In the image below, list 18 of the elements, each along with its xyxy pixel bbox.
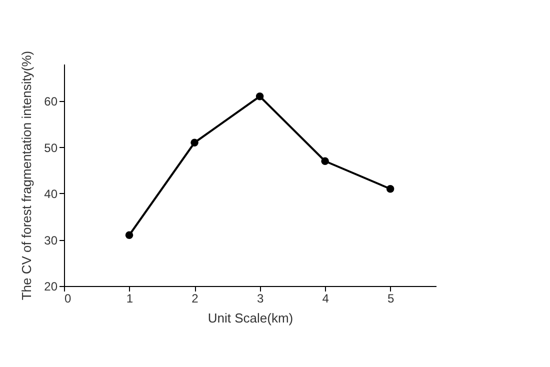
point (190, 138, 198, 146)
x-tick-label: 1 (126, 292, 134, 306)
x-tick-label: 3 (256, 292, 264, 306)
y-tick-label: 40 (44, 187, 58, 201)
x-tick-label: 2 (192, 292, 199, 306)
y-tick-label: 20 (44, 280, 58, 294)
point (321, 157, 329, 165)
point (256, 92, 264, 100)
point (386, 185, 394, 193)
x-tick-label: 5 (387, 292, 394, 306)
y-tick-label: 60 (44, 94, 58, 108)
y-axis-title: The CV of forest fragmentation intensity(%) (19, 50, 34, 300)
y-tick-label: 30 (44, 233, 58, 248)
x-axis-title: Unit Scale(km) (208, 310, 294, 326)
x-tick-label: 4 (322, 292, 330, 306)
y-tick-label: 50 (44, 140, 58, 155)
point (125, 231, 134, 239)
x-tick-label: 0 (64, 292, 72, 306)
